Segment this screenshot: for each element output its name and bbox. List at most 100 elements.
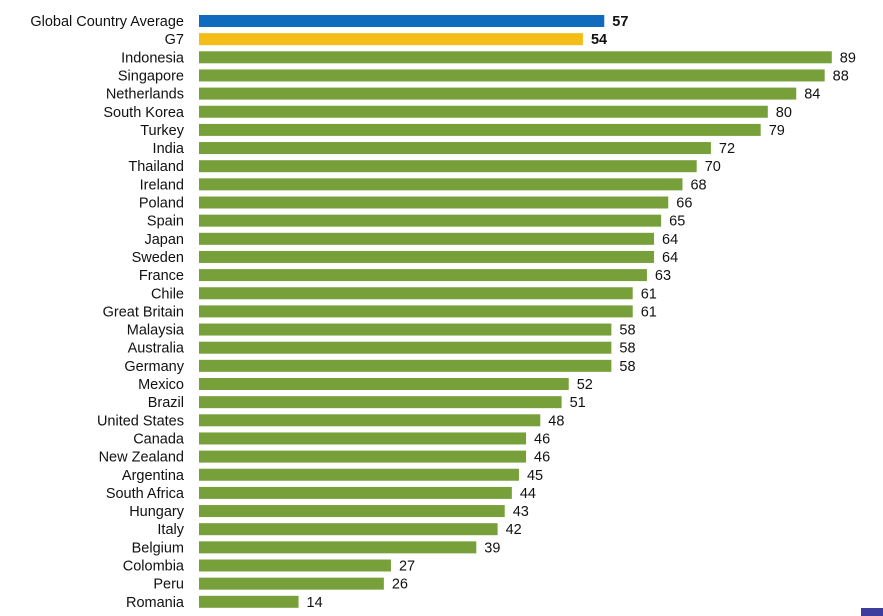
bar-mexico [199,378,569,390]
value-label-spain: 65 [669,214,685,230]
category-label-south-korea: South Korea [103,105,185,121]
category-label-sweden: Sweden [132,250,184,266]
category-label-thailand: Thailand [128,159,184,175]
value-label-g7: 54 [591,32,607,48]
bar-germany [199,359,612,372]
category-label-chile: Chile [151,286,184,302]
bar-spain [199,214,662,227]
value-label-turkey: 79 [769,123,785,139]
category-label-peru: Peru [153,577,184,593]
category-label-turkey: Turkey [140,123,185,139]
bar-france [199,269,647,282]
bar-south-korea [199,105,768,118]
bar-singapore [199,69,825,82]
category-label-global-country-average: Global Country Average [30,14,184,30]
category-label-hungary: Hungary [129,504,185,520]
value-label-sweden: 64 [662,250,678,266]
bar-netherlands [199,87,797,100]
value-label-great-britain: 61 [641,304,657,320]
bar-brazil [199,396,562,409]
category-label-poland: Poland [139,196,184,212]
bar-argentina [199,468,519,481]
bar-japan [199,232,655,245]
bar-canada [199,432,527,445]
category-label-india: India [153,141,185,157]
value-label-france: 63 [655,268,671,284]
value-label-south-korea: 80 [776,105,792,121]
bars-layer [199,15,832,608]
category-label-brazil: Brazil [148,395,184,411]
bar-thailand [199,160,697,173]
bar-new-zealand [199,450,527,463]
bar-belgium [199,541,477,554]
value-label-chile: 61 [641,286,657,302]
value-label-argentina: 45 [527,468,543,484]
bar-india [199,142,711,155]
value-label-italy: 42 [506,522,522,538]
category-label-colombia: Colombia [123,559,185,575]
value-label-singapore: 88 [833,68,849,84]
value-label-colombia: 27 [399,559,415,575]
bar-sweden [199,250,655,263]
value-label-indonesia: 89 [840,50,856,66]
category-label-great-britain: Great Britain [103,304,184,320]
category-label-japan: Japan [144,232,184,248]
bar-romania [199,595,299,608]
category-label-spain: Spain [147,214,184,230]
category-label-united-states: United States [97,413,184,429]
value-label-brazil: 51 [570,395,586,411]
value-label-new-zealand: 46 [534,450,550,466]
value-label-mexico: 52 [577,377,593,393]
category-label-netherlands: Netherlands [106,87,184,103]
bar-global-country-average [199,15,605,27]
bar-australia [199,341,612,354]
category-label-g7: G7 [165,32,184,48]
category-labels-layer: Global Country Average G7 Indonesia Singapo… [30,14,185,611]
bar-malaysia [199,323,612,336]
bar-south-africa [199,486,512,499]
bar-ireland [199,178,683,191]
bar-great-britain [199,305,633,318]
value-label-hungary: 43 [513,504,529,520]
bar-indonesia [199,51,832,64]
value-label-australia: 58 [619,341,635,357]
category-label-malaysia: Malaysia [127,323,185,339]
value-label-global-country-average: 57 [612,14,628,30]
category-label-argentina: Argentina [122,468,185,484]
bar-turkey [199,123,761,136]
bar-poland [199,196,669,209]
bar-peru [199,577,384,590]
value-label-romania: 14 [307,595,323,611]
category-label-canada: Canada [133,431,185,447]
bar-italy [199,523,498,536]
value-label-ireland: 68 [690,177,706,193]
category-label-romania: Romania [126,595,185,611]
value-label-netherlands: 84 [804,87,820,103]
value-label-south-africa: 44 [520,486,536,502]
category-label-indonesia: Indonesia [121,50,185,66]
category-label-italy: Italy [157,522,184,538]
bar-united-states [199,414,541,427]
bar-chile [199,287,633,300]
value-label-united-states: 48 [548,413,564,429]
category-label-south-africa: South Africa [106,486,185,502]
bar-colombia [199,559,391,572]
bar-hungary [199,505,505,518]
category-label-belgium: Belgium [132,540,184,556]
value-label-germany: 58 [619,359,635,375]
value-label-peru: 26 [392,577,408,593]
value-label-india: 72 [719,141,735,157]
category-label-mexico: Mexico [138,377,184,393]
value-label-thailand: 70 [705,159,721,175]
value-label-poland: 66 [676,196,692,212]
value-label-japan: 64 [662,232,678,248]
value-labels-layer: 57 54 89 88 84 80 79 72 70 68 66 65 64 64 63 61 61 58 58 58… [307,14,856,611]
bar-g7 [199,33,583,46]
category-label-singapore: Singapore [118,68,184,84]
category-label-france: France [139,268,184,284]
value-label-malaysia: 58 [619,323,635,339]
category-label-new-zealand: New Zealand [99,450,184,466]
category-label-ireland: Ireland [140,177,184,193]
category-label-australia: Australia [128,341,185,357]
